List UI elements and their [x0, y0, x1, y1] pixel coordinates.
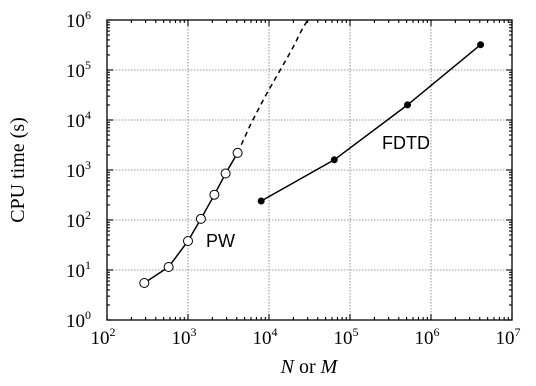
series-layer — [139, 19, 485, 288]
series-pw-point — [209, 189, 220, 200]
series-pw-point — [195, 213, 206, 224]
x-axis-var-m: M — [320, 356, 339, 378]
y-tick-labels: 100 101 102 103 104 105 106 — [66, 8, 91, 332]
series-pw-point — [232, 147, 243, 158]
series-fdtd-point — [330, 156, 338, 164]
y-tick-label: 101 — [66, 258, 91, 282]
x-axis-conj: or — [294, 356, 321, 378]
x-tick-label: 106 — [415, 325, 440, 349]
series-label-pw: PW — [206, 231, 235, 251]
series-pw-point — [220, 168, 231, 179]
y-tick-label: 103 — [66, 158, 91, 182]
series-fdtd-point — [477, 41, 485, 49]
series-pw-point — [163, 262, 174, 272]
grid — [107, 20, 512, 320]
y-axis-title: CPU time (s) — [7, 117, 29, 223]
y-tick-label: 105 — [66, 58, 91, 82]
series-fdtd-point — [404, 101, 411, 109]
series-pw-extrapolation — [236, 19, 309, 154]
series-pw-point — [139, 278, 150, 288]
series-fdtd-point — [257, 197, 265, 205]
x-tick-label: 107 — [496, 325, 521, 349]
x-axis-var-n: N — [280, 356, 296, 378]
x-tick-label: 104 — [253, 325, 278, 349]
y-tick-label: 102 — [66, 208, 91, 232]
y-tick-label: 104 — [66, 108, 91, 132]
y-tick-label: 106 — [66, 8, 91, 32]
plot-frame — [106, 19, 513, 321]
x-tick-label: 103 — [172, 325, 197, 349]
y-tick-label: 100 — [66, 308, 91, 332]
x-tick-label: 102 — [91, 325, 116, 349]
x-tick-labels: 102 103 104 105 106 107 — [91, 325, 521, 349]
x-axis-title: N or M — [280, 356, 339, 378]
series-label-fdtd: FDTD — [382, 133, 430, 153]
x-tick-label: 105 — [334, 325, 359, 349]
series-fdtd-line — [260, 44, 482, 202]
series-pw-point — [183, 236, 193, 246]
